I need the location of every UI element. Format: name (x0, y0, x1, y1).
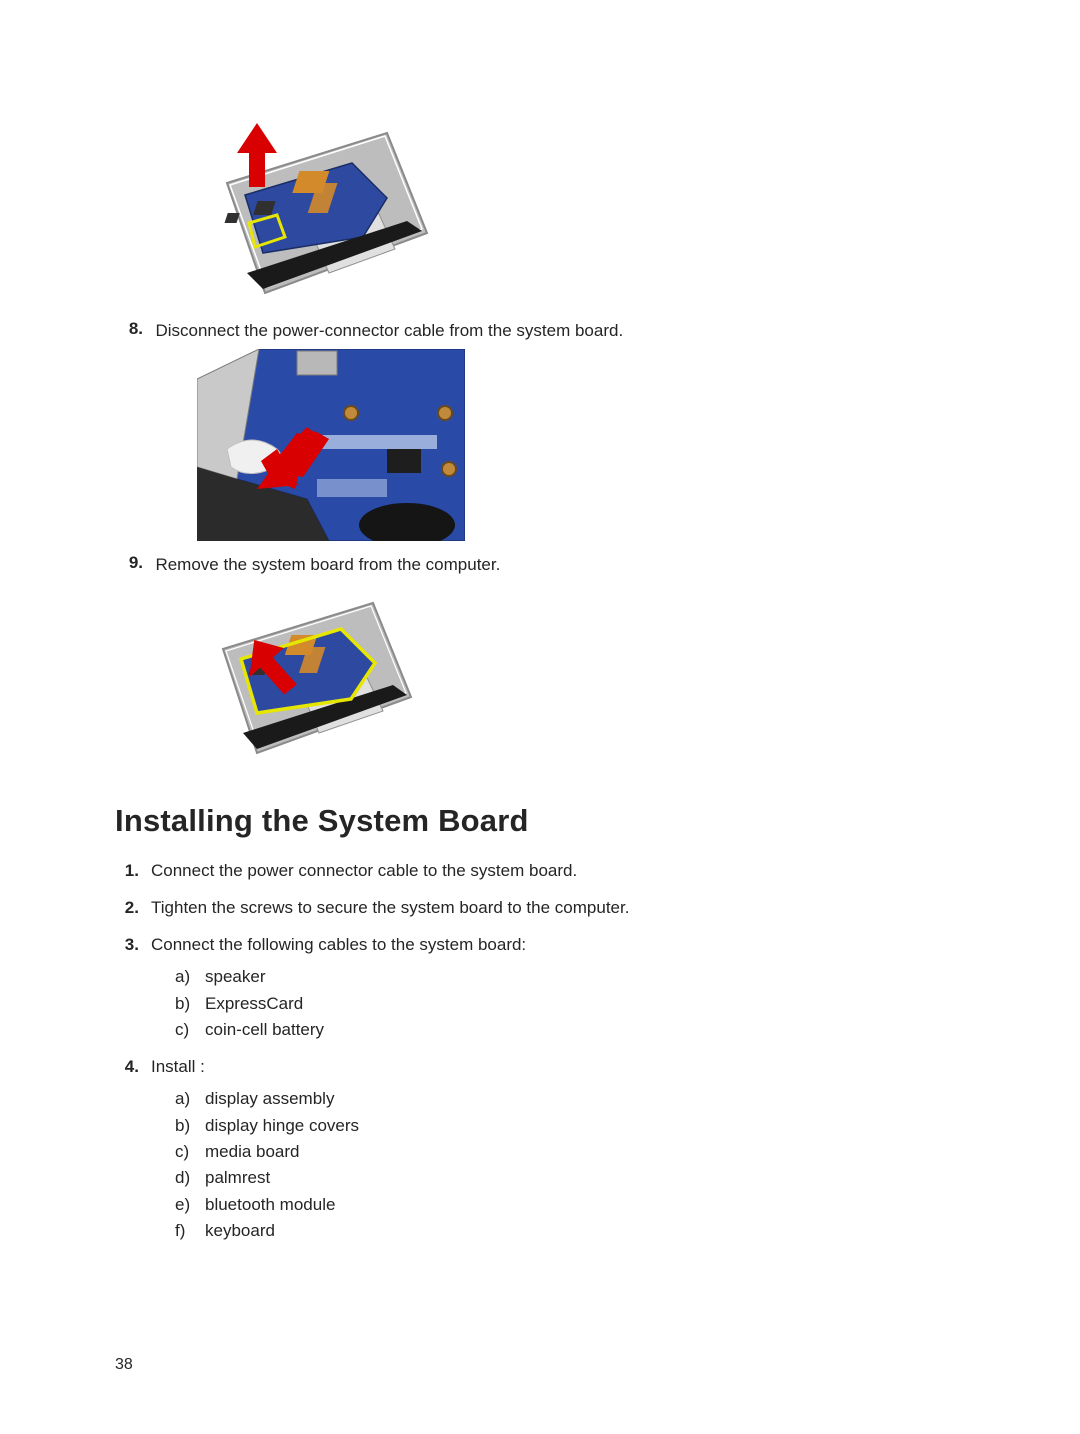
sub-text: ExpressCard (205, 994, 303, 1013)
sub-item: media board (175, 1139, 965, 1165)
fig3-svg (197, 583, 417, 767)
removal-step-8: 8. Disconnect the power-connector cable … (115, 319, 965, 343)
install-step-1: Connect the power connector cable to the… (115, 857, 965, 884)
install-step-3: Connect the following cables to the syst… (115, 931, 965, 1043)
figure-step-9 (197, 583, 965, 767)
sub-item: display assembly (175, 1086, 965, 1112)
step-text: Connect the power connector cable to the… (151, 861, 577, 880)
install-step-4-sublist: display assembly display hinge covers me… (175, 1086, 965, 1244)
removal-step-9: 9. Remove the system board from the comp… (115, 553, 965, 577)
figure-step-8 (197, 349, 965, 541)
step-number: 8. (115, 319, 151, 339)
step-text: Disconnect the power-connector cable fro… (155, 319, 623, 343)
page-number: 38 (115, 1356, 133, 1374)
sub-item: ExpressCard (175, 991, 965, 1017)
install-steps-list: Connect the power connector cable to the… (115, 857, 965, 1245)
step-text: Tighten the screws to secure the system … (151, 898, 629, 917)
sub-text: display hinge covers (205, 1116, 359, 1135)
connector-strip (317, 435, 437, 449)
sub-item: speaker (175, 964, 965, 990)
step-text: Install : (151, 1057, 205, 1076)
sub-text: keyboard (205, 1221, 275, 1240)
sub-text: media board (205, 1142, 300, 1161)
manual-page: 8. Disconnect the power-connector cable … (0, 0, 1080, 1434)
usb-port (297, 351, 337, 375)
figure-step-7 (197, 111, 965, 307)
chip (387, 449, 421, 473)
sub-item: display hinge covers (175, 1113, 965, 1139)
sub-text: bluetooth module (205, 1195, 335, 1214)
sub-text: palmrest (205, 1168, 270, 1187)
fig1-svg (197, 111, 437, 307)
step-text: Remove the system board from the compute… (155, 553, 500, 577)
screw-hole-2 (438, 406, 452, 420)
sub-text: coin-cell battery (205, 1020, 324, 1039)
chip-2 (225, 213, 240, 223)
screw-hole-1 (344, 406, 358, 420)
sub-text: display assembly (205, 1089, 334, 1108)
section-title: Installing the System Board (115, 803, 965, 839)
sub-item: coin-cell battery (175, 1017, 965, 1043)
screw-hole-3 (442, 462, 456, 476)
install-step-3-sublist: speaker ExpressCard coin-cell battery (175, 964, 965, 1043)
sub-item: palmrest (175, 1165, 965, 1191)
slot (317, 479, 387, 497)
sub-text: speaker (205, 967, 265, 986)
install-step-2: Tighten the screws to secure the system … (115, 894, 965, 921)
step-text: Connect the following cables to the syst… (151, 935, 526, 954)
sub-item: keyboard (175, 1218, 965, 1244)
install-step-4: Install : display assembly display hinge… (115, 1053, 965, 1244)
sub-item: bluetooth module (175, 1192, 965, 1218)
fig2-svg (197, 349, 465, 541)
step-number: 9. (115, 553, 151, 573)
